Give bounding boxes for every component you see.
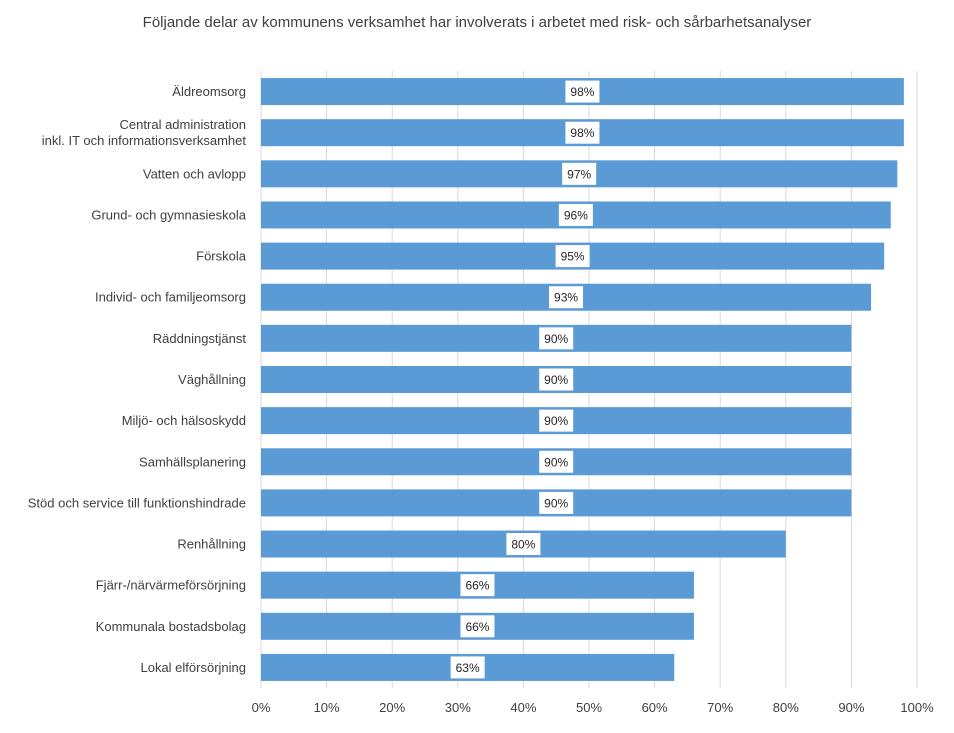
data-label-box [539,409,574,432]
x-tick-label: 20% [379,700,405,715]
data-label-box [539,327,574,350]
data-label-box [562,162,597,185]
category-label: Äldreomsorg [172,84,246,99]
category-label: Förskola [196,249,247,264]
category-label-line: Förskola [196,249,247,264]
category-label: Individ- och familjeomsorg [95,290,246,305]
data-label: 97% [567,167,591,181]
data-label: 93% [554,291,578,305]
category-label: Stöd och service till funktionshindrade [28,495,246,510]
data-label: 98% [570,126,594,140]
category-label: Miljö- och hälsoskydd [122,413,246,428]
x-tick-label: 0% [252,700,271,715]
category-label-line: Individ- och familjeomsorg [95,290,246,305]
category-label-line: Central administration [120,117,246,132]
data-label: 90% [544,496,568,510]
data-label: 90% [544,455,568,469]
x-tick-label: 90% [838,700,864,715]
data-label: 90% [544,414,568,428]
category-label: Fjärr-/närvärmeförsörjning [96,578,246,593]
x-tick-labels: 0% 10% 20% 30% 40% 50% 60% 70% 80% 90% 100% [252,700,934,715]
category-label: Renhållning [177,537,246,552]
data-label-box [549,286,584,309]
data-label: 90% [544,332,568,346]
data-label: 80% [511,538,535,552]
data-label-box [558,203,593,226]
data-label: 66% [465,579,489,593]
category-label-line: Renhållning [177,537,246,552]
category-label-line: Räddningstjänst [153,331,247,346]
category-label-line: Fjärr-/närvärmeförsörjning [96,578,246,593]
x-tick-label: 10% [314,700,340,715]
data-labels: 98% 98% 97% 96% 95% 93% 90% 90% 90% 90% 90% 80% 66% 6… [450,80,600,679]
category-label-line: Grund- och gymnasieskola [91,207,246,222]
category-label: Central administration inkl. IT och infor… [42,117,247,148]
category-label-line: Äldreomsorg [172,84,246,99]
data-label-box [460,615,495,638]
x-tick-label: 50% [576,700,602,715]
category-label: Vatten och avlopp [143,166,246,181]
data-label-box [539,491,574,514]
data-label-box [539,450,574,473]
chart-title: Följande delar av kommunens verksamhet h… [142,14,812,31]
x-tick-label: 60% [642,700,668,715]
x-tick-label: 70% [707,700,733,715]
category-labels: Äldreomsorg Central administration inkl. I… [28,84,247,675]
data-label-box [565,80,600,103]
category-label-line: Miljö- och hälsoskydd [122,413,246,428]
data-label: 98% [570,85,594,99]
data-label: 95% [561,250,585,264]
x-tick-label: 80% [773,700,799,715]
category-label-line: Lokal elförsörjning [140,660,246,675]
category-label: Lokal elförsörjning [140,660,246,675]
data-label-box [506,533,541,556]
category-label: Räddningstjänst [153,331,247,346]
x-tick-label: 30% [445,700,471,715]
category-label-line: Väghållning [178,372,246,387]
category-label-line: Vatten och avlopp [143,166,246,181]
data-label-box [565,121,600,144]
data-label: 63% [456,661,480,675]
category-label-line: Kommunala bostadsbolag [96,619,246,634]
x-tick-label: 100% [900,700,934,715]
x-tick-label: 40% [510,700,536,715]
category-label-line: Samhällsplanering [139,454,246,469]
category-label: Väghållning [178,372,246,387]
data-label-box [555,245,590,268]
data-label-box [450,656,485,679]
category-label-line: inkl. IT och informationsverksamhet [42,133,247,148]
data-label: 66% [465,620,489,634]
data-label: 90% [544,373,568,387]
category-label-line: Stöd och service till funktionshindrade [28,495,246,510]
category-label: Kommunala bostadsbolag [96,619,246,634]
data-label-box [539,368,574,391]
category-label: Samhällsplanering [139,454,246,469]
data-label-box [460,574,495,597]
category-label: Grund- och gymnasieskola [91,207,246,222]
data-label: 96% [564,208,588,222]
